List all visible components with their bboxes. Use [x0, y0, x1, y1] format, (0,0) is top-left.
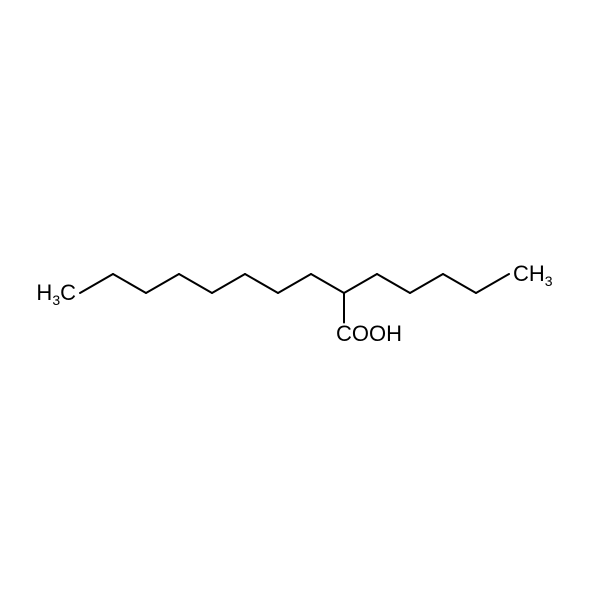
carboxylic-acid-label: COOH	[336, 321, 402, 346]
bond	[311, 274, 344, 293]
bond	[146, 274, 179, 293]
bond	[344, 274, 377, 293]
bond	[410, 274, 443, 293]
bond	[212, 274, 245, 293]
bond	[476, 274, 509, 293]
right-terminal-label: CH3	[513, 261, 553, 289]
bond	[179, 274, 212, 293]
bond	[80, 274, 113, 293]
bond	[245, 274, 278, 293]
bond	[113, 274, 146, 293]
molecule-diagram: H3C CH3 COOH	[0, 0, 600, 600]
bond	[278, 274, 311, 293]
left-terminal-label: H3C	[36, 280, 76, 308]
bond-layer	[80, 274, 509, 322]
bond	[377, 274, 410, 293]
bond	[443, 274, 476, 293]
